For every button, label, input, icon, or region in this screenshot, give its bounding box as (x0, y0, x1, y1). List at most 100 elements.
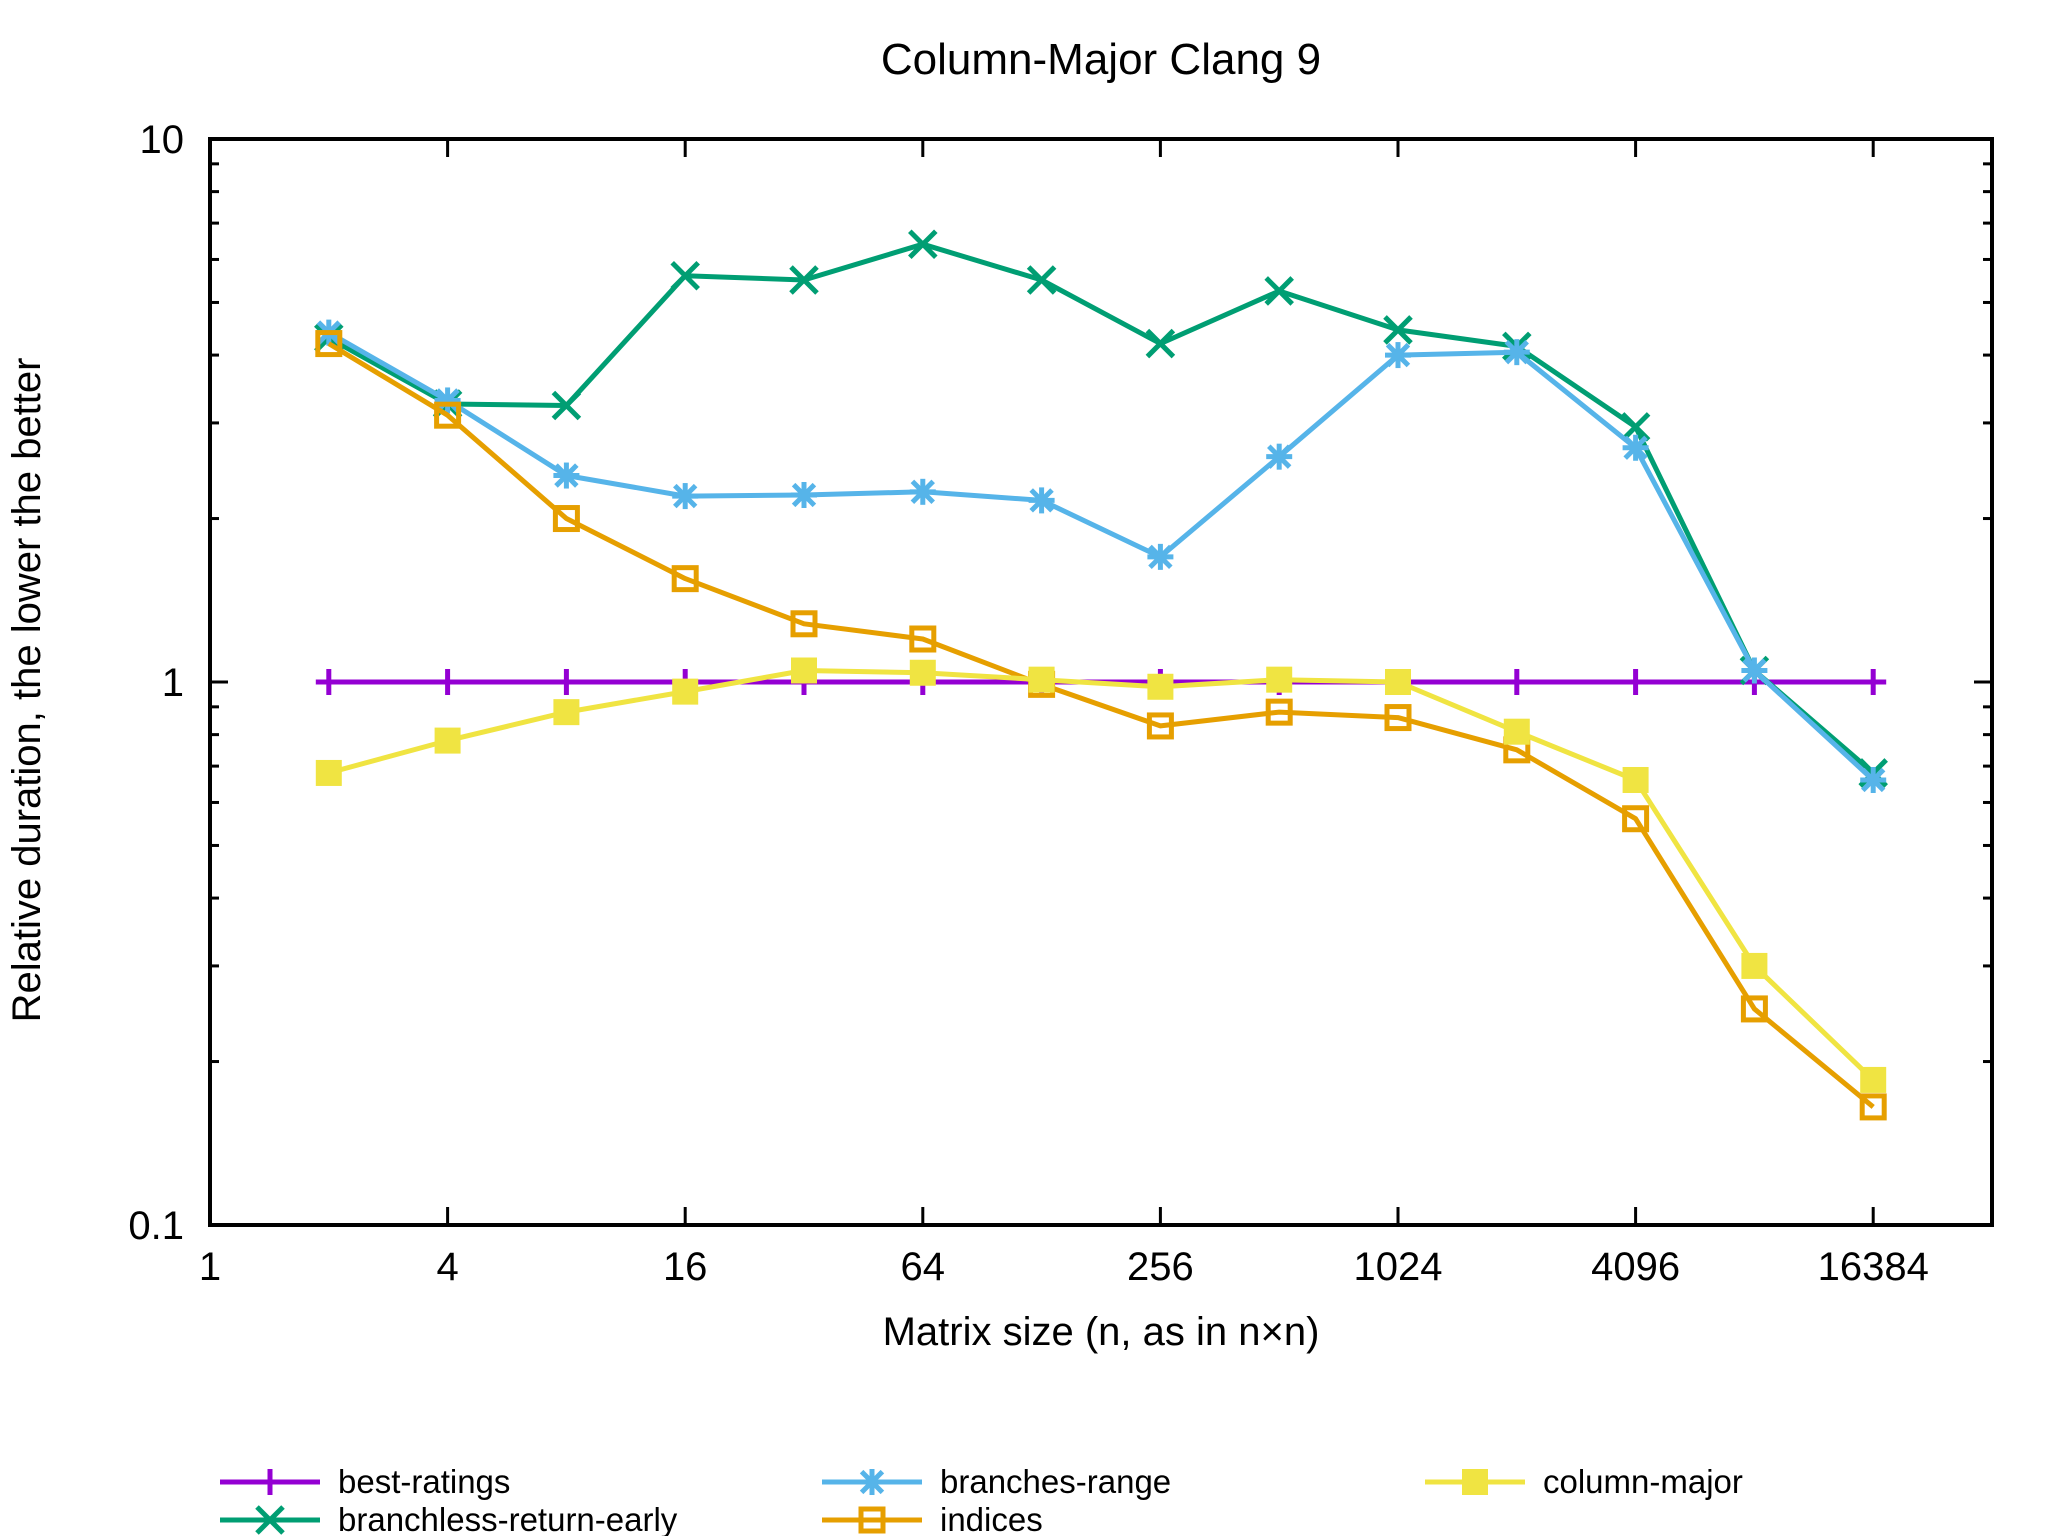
data-point-column-major (1622, 766, 1649, 793)
x-tick-label: 256 (1127, 1245, 1194, 1289)
marker-shape (1462, 1469, 1488, 1495)
data-point-branches-range (1266, 443, 1293, 470)
plot-area: 0.1 1 10 1 4 16 64 256 1024 4096 16384 (128, 118, 1994, 1289)
marker-shape (1860, 1066, 1887, 1093)
data-point-branches-range (553, 462, 580, 489)
marker-shape (1265, 698, 1293, 726)
marker-shape (1859, 1093, 1887, 1121)
marker-shape (1740, 995, 1768, 1023)
x-tick-label: 4096 (1591, 1245, 1680, 1289)
marker-shape (1146, 712, 1174, 740)
data-point-indices (909, 625, 937, 653)
legend-label: branches-range (940, 1463, 1171, 1500)
marker-shape (672, 678, 699, 705)
legend-marker (858, 1506, 886, 1534)
marker-shape (315, 330, 343, 358)
legend-item-branchless-return-early: branchless-return-early (220, 1501, 678, 1536)
x-tick-label: 1 (199, 1245, 221, 1289)
data-point-branches-range (1622, 434, 1649, 461)
data-point-column-major (672, 678, 699, 705)
data-point-column-major (1147, 673, 1174, 700)
legend-label: column-major (1543, 1463, 1743, 1500)
data-point-indices (671, 565, 699, 593)
marker-shape (1147, 673, 1174, 700)
data-point-indices (552, 505, 580, 533)
data-point-branchless-return-early (1026, 265, 1057, 295)
marker-stroke (1148, 544, 1173, 570)
legend-marker (255, 1505, 285, 1535)
data-point-branches-range (434, 387, 461, 414)
data-point-indices (1859, 1093, 1887, 1121)
data-point-column-major (1385, 669, 1411, 695)
data-point-branchless-return-early (670, 260, 700, 291)
marker-stroke (1623, 435, 1648, 460)
data-point-best-ratings (434, 669, 461, 695)
marker-stroke (1620, 412, 1651, 442)
y-axis-label: Relative duration, the lower the better (5, 358, 49, 1023)
marker-stroke (1267, 444, 1292, 469)
legend-marker (257, 1469, 283, 1495)
data-point-indices (315, 330, 343, 358)
marker-stroke (670, 260, 700, 291)
marker-stroke (859, 1469, 885, 1495)
data-point-branchless-return-early (1145, 328, 1176, 359)
data-point-column-major (553, 699, 580, 726)
x-tick-label: 1024 (1354, 1245, 1443, 1289)
data-point-best-ratings (1860, 669, 1887, 695)
marker-stroke (910, 479, 935, 504)
marker-stroke (1504, 339, 1529, 365)
marker-stroke (1385, 342, 1411, 368)
data-point-indices (790, 610, 818, 638)
data-point-branches-range (1860, 766, 1887, 793)
data-point-best-ratings (315, 669, 342, 695)
legend-item-column-major: column-major (1425, 1463, 1743, 1500)
marker-stroke (435, 388, 460, 413)
data-point-branches-range (1028, 487, 1055, 514)
series-line-column-major (328, 668, 1875, 1082)
data-point-indices (1384, 704, 1412, 732)
data-point-branches-range (1503, 339, 1530, 366)
x-tick-label: 64 (901, 1245, 946, 1289)
marker-shape (1266, 666, 1293, 693)
data-point-branchless-return-early (908, 229, 938, 260)
marker-shape (315, 759, 342, 786)
marker-stroke (908, 229, 938, 260)
y-tick-label: 0.1 (128, 1204, 184, 1248)
marker-stroke (1264, 276, 1294, 306)
marker-stroke (1742, 658, 1767, 683)
marker-shape (1503, 718, 1530, 745)
data-point-branchless-return-early (1264, 276, 1294, 306)
marker-shape (1622, 805, 1650, 833)
data-point-branches-range (1147, 543, 1174, 570)
data-point-branches-range (672, 483, 699, 510)
data-point-branchless-return-early (789, 265, 819, 295)
data-point-column-major (1266, 666, 1293, 693)
marker-stroke (1861, 767, 1886, 793)
marker-shape (1622, 766, 1649, 793)
x-tick-label: 4 (436, 1245, 458, 1289)
data-point-column-major (1860, 1066, 1887, 1093)
marker-shape (1028, 666, 1055, 693)
marker-stroke (1026, 265, 1057, 295)
data-point-best-ratings (1622, 669, 1649, 695)
legend-label: best-ratings (338, 1463, 510, 1500)
marker-shape (553, 699, 580, 726)
marker-shape (790, 610, 818, 638)
marker-shape (909, 625, 937, 653)
data-point-branches-range (909, 478, 936, 505)
marker-stroke (255, 1505, 285, 1535)
chart-title: Column-Major Clang 9 (881, 35, 1321, 84)
data-point-branches-range (1741, 657, 1768, 684)
x-axis-label: Matrix size (n, as in n×n) (883, 1310, 1320, 1354)
data-point-branchless-return-early (1383, 315, 1413, 345)
marker-stroke (1145, 328, 1176, 359)
marker-stroke (551, 390, 582, 421)
marker-shape (1385, 669, 1411, 695)
marker-stroke (673, 483, 698, 509)
marker-shape (858, 1506, 886, 1534)
legend-item-indices: indices (822, 1501, 1043, 1536)
y-tick-label: 10 (140, 118, 185, 162)
data-point-column-major (909, 659, 936, 686)
marker-stroke (791, 482, 817, 508)
